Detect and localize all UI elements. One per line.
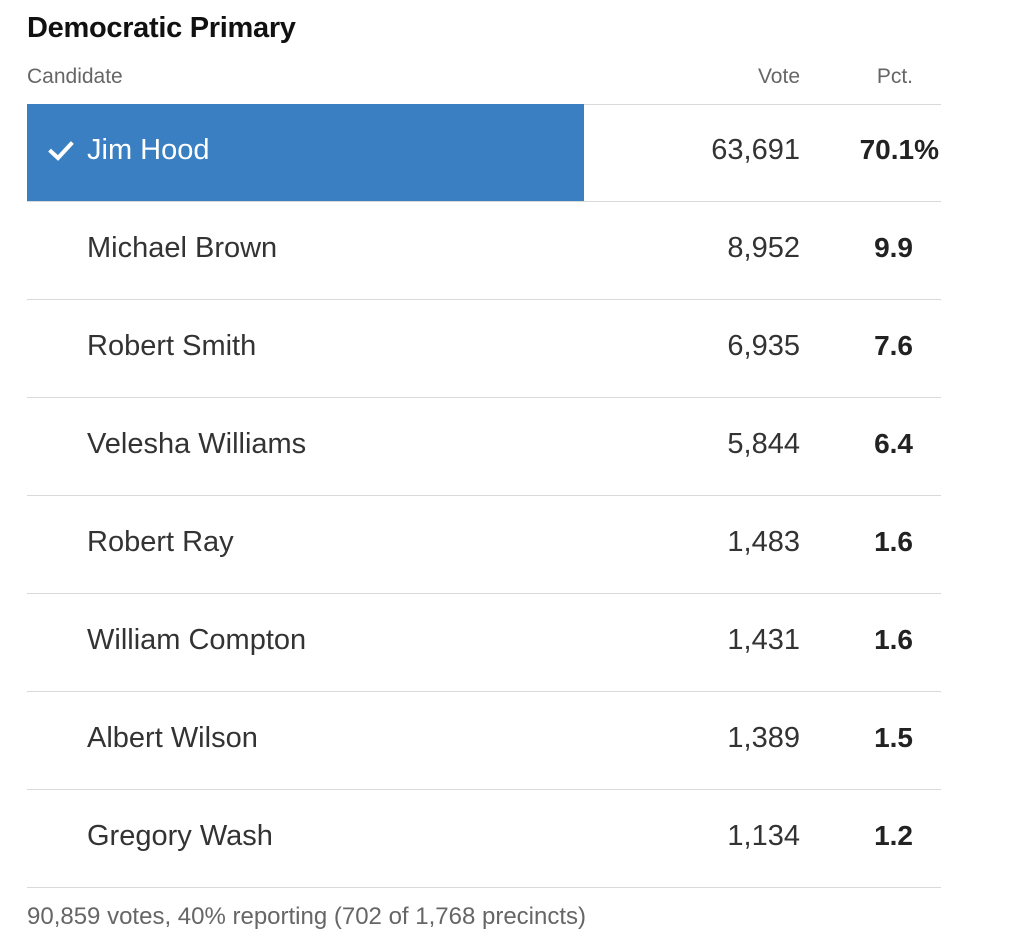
table-row: Albert Wilson 1,389 1.5 [27, 692, 941, 790]
candidate-column-header: Candidate [27, 65, 123, 88]
table-header: Candidate Vote Pct. [27, 62, 941, 105]
table-row: William Compton 1,431 1.6 [27, 594, 941, 692]
candidate-vote: 1,483 [727, 526, 800, 558]
pct-column-header: Pct. [876, 65, 913, 88]
candidate-name: Velesha Williams [87, 428, 307, 460]
candidate-name: Jim Hood [87, 134, 210, 166]
reporting-summary: 90,859 votes, 40% reporting (702 of 1,76… [27, 903, 587, 930]
table-row: Gregory Wash 1,134 1.2 [27, 790, 941, 888]
candidate-pct: 1.6 [874, 526, 913, 557]
table-row-winner: Jim Hood 63,691 70.1% [27, 104, 941, 202]
check-icon [48, 141, 74, 161]
table-row: Velesha Williams 5,844 6.4 [27, 398, 941, 496]
candidate-pct: 7.6 [874, 330, 913, 361]
winner-share-bar [27, 104, 584, 201]
candidate-pct: 6.4 [874, 428, 913, 459]
table-row: Michael Brown 8,952 9.9 [27, 202, 941, 300]
candidate-vote: 6,935 [727, 330, 800, 362]
candidate-pct: 9.9 [874, 232, 913, 263]
table-row: Robert Smith 6,935 7.6 [27, 300, 941, 398]
vote-column-header: Vote [757, 65, 800, 88]
candidate-pct: 1.6 [874, 624, 913, 655]
candidate-vote: 1,431 [727, 624, 800, 656]
candidate-rows: Jim Hood 63,691 70.1% Michael Brown 8,95… [27, 104, 941, 888]
candidate-name: Robert Ray [87, 526, 234, 558]
candidate-vote: 63,691 [711, 134, 800, 166]
candidate-name: Gregory Wash [87, 820, 273, 852]
candidate-pct: 1.2 [874, 820, 913, 851]
candidate-vote: 1,134 [727, 820, 800, 852]
candidate-vote: 5,844 [727, 428, 800, 460]
candidate-name: Michael Brown [87, 232, 278, 264]
candidate-pct: 70.1% [859, 134, 939, 165]
table-row: Robert Ray 1,483 1.6 [27, 496, 941, 594]
candidate-name: Robert Smith [87, 330, 257, 362]
candidate-vote: 8,952 [727, 232, 800, 264]
candidate-vote: 1,389 [727, 722, 800, 754]
candidate-pct: 1.5 [874, 722, 913, 753]
race-title: Democratic Primary [27, 12, 296, 44]
candidate-name: William Compton [87, 624, 307, 656]
candidate-name: Albert Wilson [87, 722, 258, 754]
